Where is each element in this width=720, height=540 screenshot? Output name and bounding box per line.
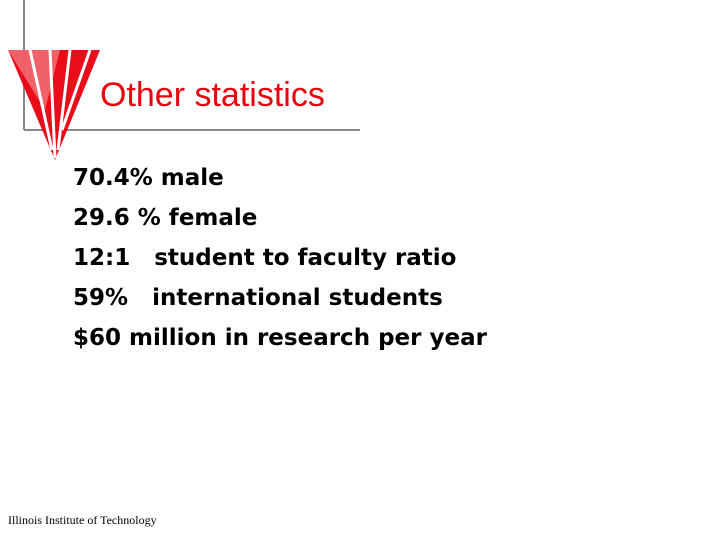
footer: Illinois Institute of Technology: [8, 513, 157, 527]
statistic: 29.6 % female: [73, 205, 258, 231]
slide-title: Other statistics: [100, 76, 325, 114]
statistic: 59% international students: [73, 285, 443, 311]
statistics-list: 70.4% male 29.6 % female 12:1 student to…: [73, 158, 487, 358]
statistic: $60 million in research per year: [73, 325, 487, 351]
statistic: 70.4% male: [73, 165, 224, 191]
statistic: 12:1 student to faculty ratio: [73, 245, 457, 271]
logo: [8, 49, 100, 160]
